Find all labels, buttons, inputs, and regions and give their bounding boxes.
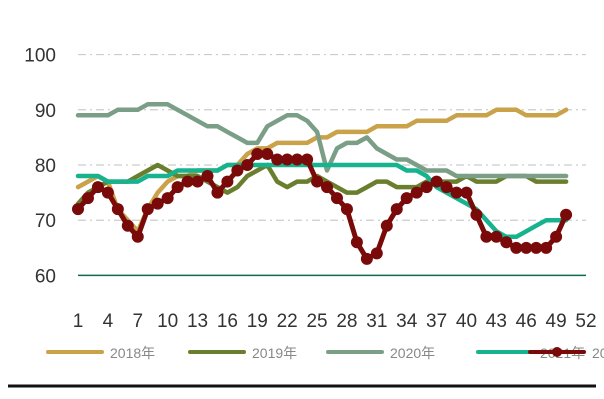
data-point	[500, 236, 513, 249]
data-point	[530, 241, 543, 254]
y-tick-label: 90	[35, 101, 56, 122]
data-point	[161, 192, 174, 205]
data-point	[111, 203, 124, 216]
x-tick-label: 28	[336, 311, 357, 332]
y-tick-label: 80	[35, 156, 56, 177]
x-tick-label: 37	[426, 311, 447, 332]
data-point	[221, 175, 234, 188]
x-tick-label: 40	[456, 311, 477, 332]
data-point	[201, 170, 214, 183]
data-point	[410, 186, 423, 199]
series-line	[75, 102, 569, 179]
legend-label: 2020年	[390, 345, 435, 361]
data-point	[101, 186, 114, 199]
data-point	[131, 230, 144, 243]
data-point	[350, 236, 363, 249]
data-point	[550, 230, 563, 243]
x-tick-label: 52	[575, 311, 596, 332]
y-tick-labels: 60 70 80 90 100	[24, 46, 56, 288]
data-point	[291, 153, 304, 166]
y-tick-label: 70	[35, 211, 56, 232]
data-point	[261, 147, 274, 160]
data-point	[380, 219, 393, 232]
data-point	[460, 186, 473, 199]
legend: 2018年2019年2020年2021年2022年	[46, 345, 604, 361]
data-point	[370, 247, 383, 260]
series-line	[75, 107, 569, 234]
data-point	[510, 241, 523, 254]
legend-label: 2019年	[252, 345, 297, 361]
data-point	[191, 175, 204, 188]
data-point	[301, 153, 314, 166]
legend-marker	[552, 347, 562, 357]
data-point	[141, 203, 154, 216]
data-point	[121, 219, 134, 232]
data-point	[171, 181, 184, 194]
x-tick-label: 22	[277, 311, 298, 332]
y-tick-label: 100	[24, 46, 56, 67]
x-tick-label: 4	[103, 311, 114, 332]
data-point	[231, 164, 244, 177]
data-point	[470, 208, 483, 221]
data-point	[251, 147, 264, 160]
legend-label: 2018年	[110, 345, 155, 361]
x-tick-label: 46	[516, 311, 537, 332]
series-lines	[72, 102, 573, 265]
data-point	[281, 153, 294, 166]
x-tick-label: 31	[366, 311, 387, 332]
data-point	[520, 241, 533, 254]
data-point	[390, 203, 403, 216]
x-tick-label: 10	[157, 311, 178, 332]
data-point	[72, 203, 84, 216]
data-point	[211, 186, 224, 199]
data-point	[560, 208, 573, 221]
data-point	[420, 181, 433, 194]
data-point	[440, 181, 453, 194]
data-point	[540, 241, 553, 254]
data-point	[450, 186, 463, 199]
data-point	[271, 153, 284, 166]
x-tick-labels: 1 4 7 10 13 16 19 22 25 28 31 34 37 40 43 46 49 52	[73, 311, 597, 332]
series-line	[75, 162, 569, 240]
data-point	[321, 181, 334, 194]
data-point	[480, 230, 493, 243]
data-point	[181, 175, 194, 188]
x-tick-label: 13	[187, 311, 208, 332]
data-point	[430, 175, 443, 188]
legend-label: 2022年	[592, 345, 604, 361]
data-point	[151, 197, 164, 210]
x-tick-label: 25	[306, 311, 327, 332]
data-point	[311, 175, 324, 188]
x-tick-label: 34	[396, 311, 418, 332]
data-point	[330, 192, 343, 205]
x-tick-label: 19	[247, 311, 268, 332]
y-tick-label: 60	[35, 266, 56, 287]
x-tick-label: 49	[546, 311, 567, 332]
x-tick-label: 7	[132, 311, 143, 332]
x-tick-label: 16	[217, 311, 238, 332]
data-point	[340, 203, 353, 216]
data-point	[360, 252, 373, 265]
data-point	[81, 192, 94, 205]
x-tick-label: 1	[73, 311, 84, 332]
data-point	[400, 192, 413, 205]
data-point	[241, 159, 254, 171]
x-tick-label: 43	[486, 311, 507, 332]
data-point	[490, 230, 503, 243]
data-point	[91, 181, 104, 194]
